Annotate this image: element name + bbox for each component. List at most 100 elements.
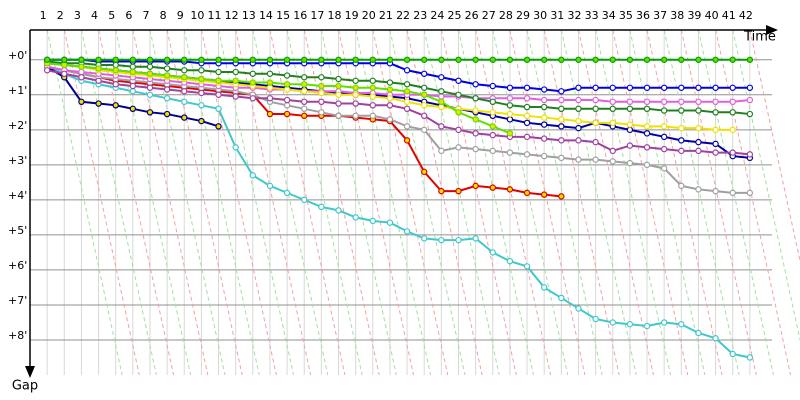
point [643, 84, 651, 91]
point [335, 56, 342, 63]
point [403, 67, 411, 74]
point [369, 112, 376, 120]
point [129, 88, 137, 95]
point [540, 103, 548, 111]
point [746, 110, 754, 118]
point [660, 133, 668, 141]
point [283, 189, 291, 197]
y-tick-label: +1' [8, 84, 27, 97]
point [146, 84, 154, 91]
y-axis-arrow [25, 366, 35, 378]
point [540, 152, 548, 160]
point [540, 114, 548, 121]
point [232, 56, 239, 63]
point [523, 103, 531, 111]
point [592, 156, 599, 163]
point [506, 56, 514, 63]
point [112, 56, 119, 63]
point [489, 249, 496, 256]
point [181, 88, 188, 95]
point [232, 77, 239, 84]
point [283, 96, 291, 104]
point [181, 114, 188, 121]
point [386, 56, 394, 63]
point [78, 74, 85, 81]
point [95, 100, 102, 107]
point [283, 56, 291, 63]
y-tick-label: +3' [8, 154, 27, 167]
point [712, 98, 719, 106]
point [215, 123, 222, 130]
point [335, 112, 342, 120]
lap-line [115, 29, 192, 376]
point [695, 124, 702, 132]
point [249, 172, 257, 179]
point [592, 96, 599, 104]
x-tick-label: 16 [293, 9, 307, 22]
x-tick-label: 21 [379, 9, 393, 22]
point [301, 105, 308, 113]
point [643, 98, 651, 106]
point [729, 109, 736, 116]
point [558, 88, 565, 95]
point [575, 124, 582, 132]
point [421, 112, 428, 120]
lap-line [286, 29, 363, 376]
point [695, 107, 702, 114]
point [660, 145, 668, 153]
point [438, 93, 445, 100]
point [506, 102, 514, 109]
point [558, 96, 565, 104]
point [660, 319, 668, 326]
x-tick-label: 38 [670, 9, 684, 22]
point [129, 56, 137, 63]
point [540, 56, 548, 63]
y-axis-title: Gap [12, 379, 38, 394]
point [660, 123, 668, 130]
x-tick-label: 25 [447, 9, 461, 22]
point [489, 98, 496, 106]
point [181, 56, 188, 63]
lap-line [80, 29, 157, 376]
point [626, 321, 634, 328]
point [575, 105, 582, 113]
point [455, 109, 462, 116]
lap-line [475, 29, 552, 376]
point [540, 191, 548, 198]
point [626, 159, 634, 167]
x-axis-arrow [766, 25, 778, 35]
point [643, 123, 651, 130]
x-tick-label: 7 [142, 9, 149, 22]
point [403, 81, 411, 88]
point [352, 100, 359, 107]
point [626, 84, 634, 91]
point [506, 84, 514, 91]
point [43, 56, 51, 63]
point [112, 102, 119, 109]
point [421, 91, 428, 98]
point [609, 319, 616, 326]
point [678, 56, 685, 63]
x-tick-label: 1 [40, 9, 47, 22]
point [403, 88, 411, 95]
point [712, 149, 719, 156]
point [746, 84, 754, 91]
point [112, 67, 119, 74]
point [472, 81, 479, 88]
point [678, 321, 685, 328]
x-tick-label: 37 [653, 9, 667, 22]
point [146, 91, 154, 98]
point [421, 235, 428, 242]
point [575, 84, 582, 91]
point [575, 56, 582, 63]
point [489, 82, 496, 90]
point [335, 91, 342, 98]
point [335, 207, 342, 214]
point [232, 144, 239, 151]
point [266, 95, 274, 102]
point [712, 335, 719, 342]
point [729, 56, 736, 63]
point [352, 112, 359, 120]
point [540, 135, 548, 142]
x-tick-label: 8 [160, 9, 167, 22]
